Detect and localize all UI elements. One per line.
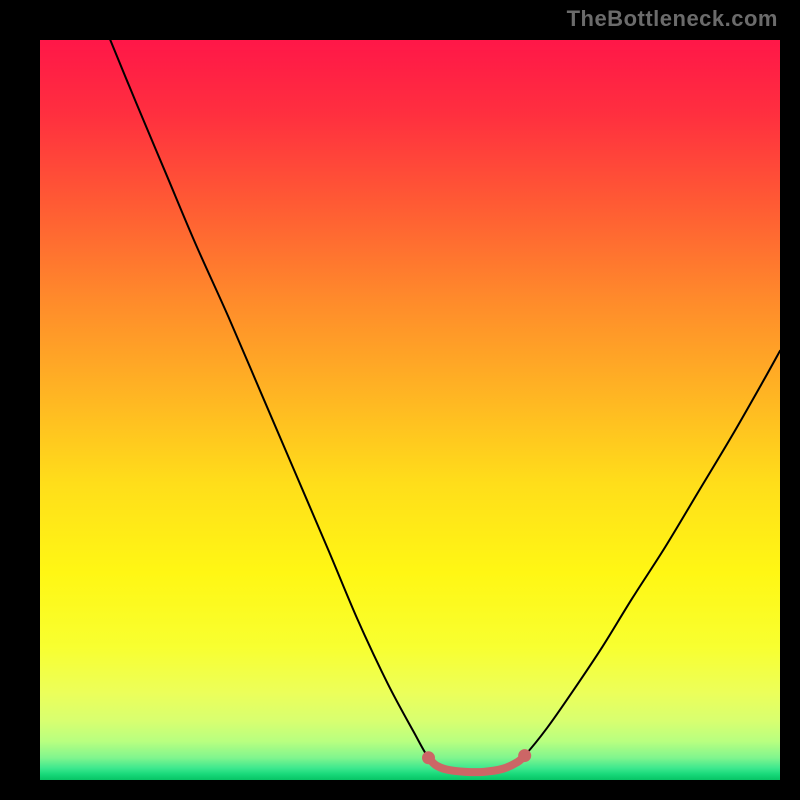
watermark-text: TheBottleneck.com — [567, 6, 778, 32]
bottleneck-curve-chart — [0, 0, 800, 800]
plot-background — [40, 40, 780, 780]
highlight-start-dot — [422, 751, 435, 764]
highlight-end-dot — [518, 749, 531, 762]
chart-frame: TheBottleneck.com — [0, 0, 800, 800]
